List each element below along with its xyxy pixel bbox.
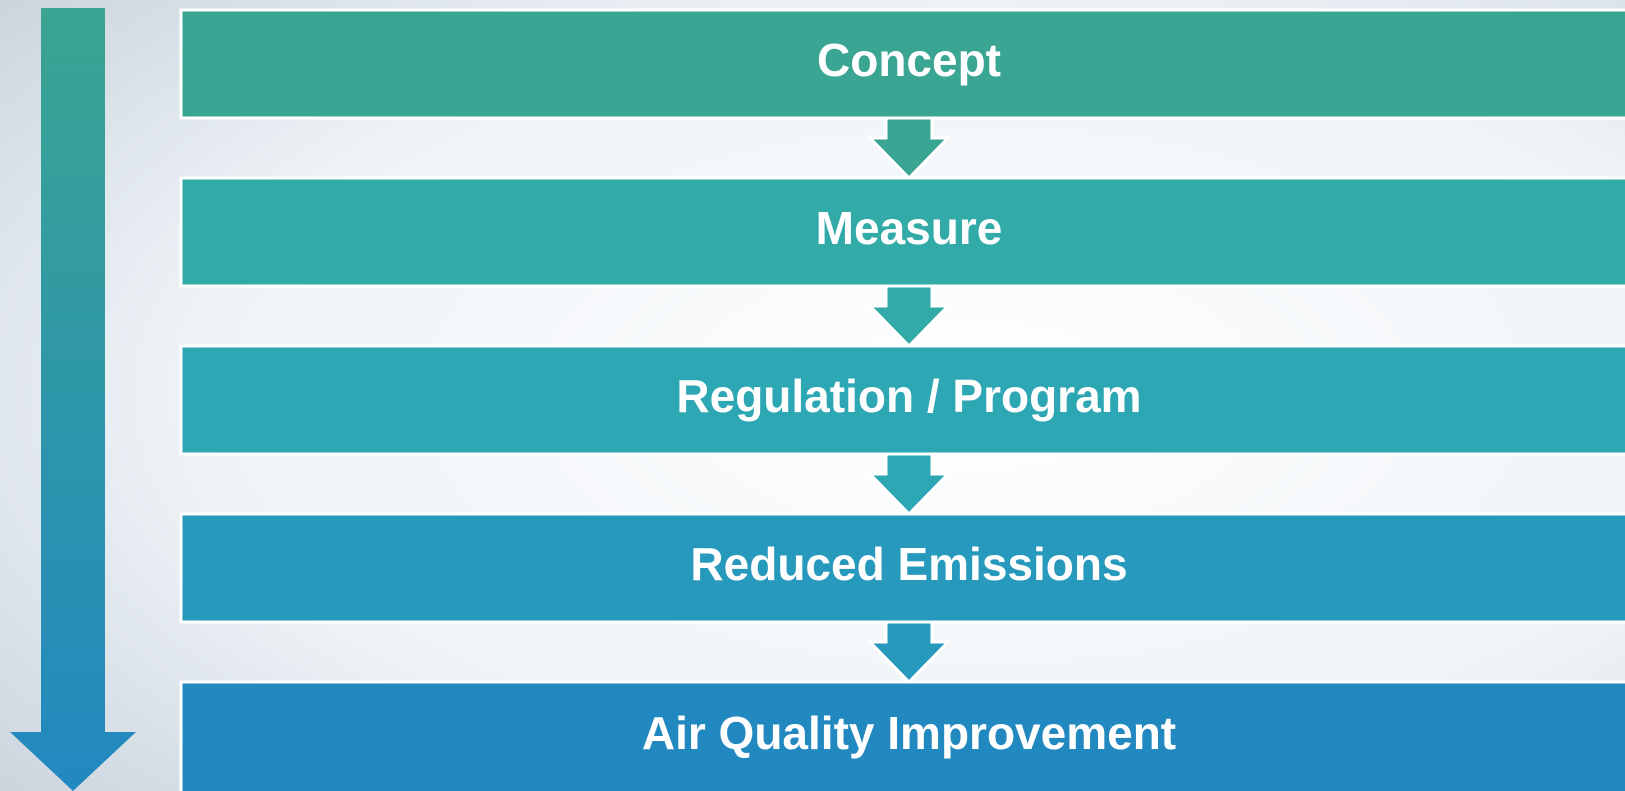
step-box — [179, 680, 1625, 791]
flow-arrow — [10, 8, 136, 791]
connectors — [866, 112, 952, 685]
step-box — [179, 512, 1625, 624]
step-box — [179, 8, 1625, 120]
step-label: Air Quality Improvement — [642, 707, 1176, 759]
step-label: Reduced Emissions — [690, 538, 1127, 590]
step-label: Concept — [817, 34, 1001, 86]
step-box — [179, 344, 1625, 456]
step-box — [179, 176, 1625, 288]
step-label: Measure — [816, 202, 1003, 254]
step-label: Regulation / Program — [676, 370, 1141, 422]
